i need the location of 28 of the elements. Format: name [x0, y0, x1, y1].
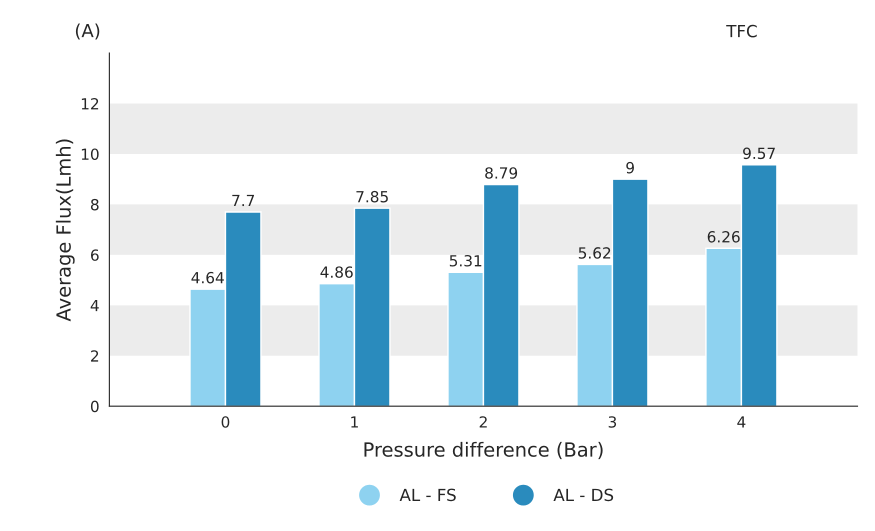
y-axis-title: Average Flux(Lmh) [56, 139, 75, 322]
data-label: 4.64 [191, 272, 224, 284]
data-label: 7.85 [356, 190, 388, 202]
x-tick-label: 3 [608, 416, 616, 428]
y-tick-label: 8 [90, 198, 99, 210]
y-tick-label: 0 [90, 400, 99, 412]
x-tick-label: 4 [737, 416, 746, 428]
x-tick-label: 2 [480, 416, 487, 428]
text: TFC [726, 24, 757, 38]
legend-label: AL - FS [400, 488, 456, 502]
data-label: 8.79 [485, 167, 518, 179]
data-label: 7.7 [232, 194, 254, 206]
chart-title: (A) [76, 23, 100, 40]
x-tick-label: 0 [222, 416, 230, 428]
y-tick-label: 4 [90, 300, 99, 312]
y-tick-label: 6 [91, 249, 99, 261]
data-label: 9.57 [743, 148, 775, 160]
y-tick-label: 12 [82, 98, 98, 110]
legend-label: AL - DS [553, 488, 614, 502]
x-axis-title: Pressure difference (Bar) [364, 442, 603, 460]
x-tick-label: 1 [351, 416, 358, 428]
data-label: 9 [626, 162, 634, 174]
data-label: 4.86 [320, 266, 353, 278]
data-label: 5.31 [450, 254, 482, 267]
data-label: 5.62 [578, 247, 610, 259]
y-tick-label: 10 [82, 148, 99, 160]
y-tick-label: 2 [91, 350, 98, 362]
data-label: 6.26 [708, 231, 740, 243]
